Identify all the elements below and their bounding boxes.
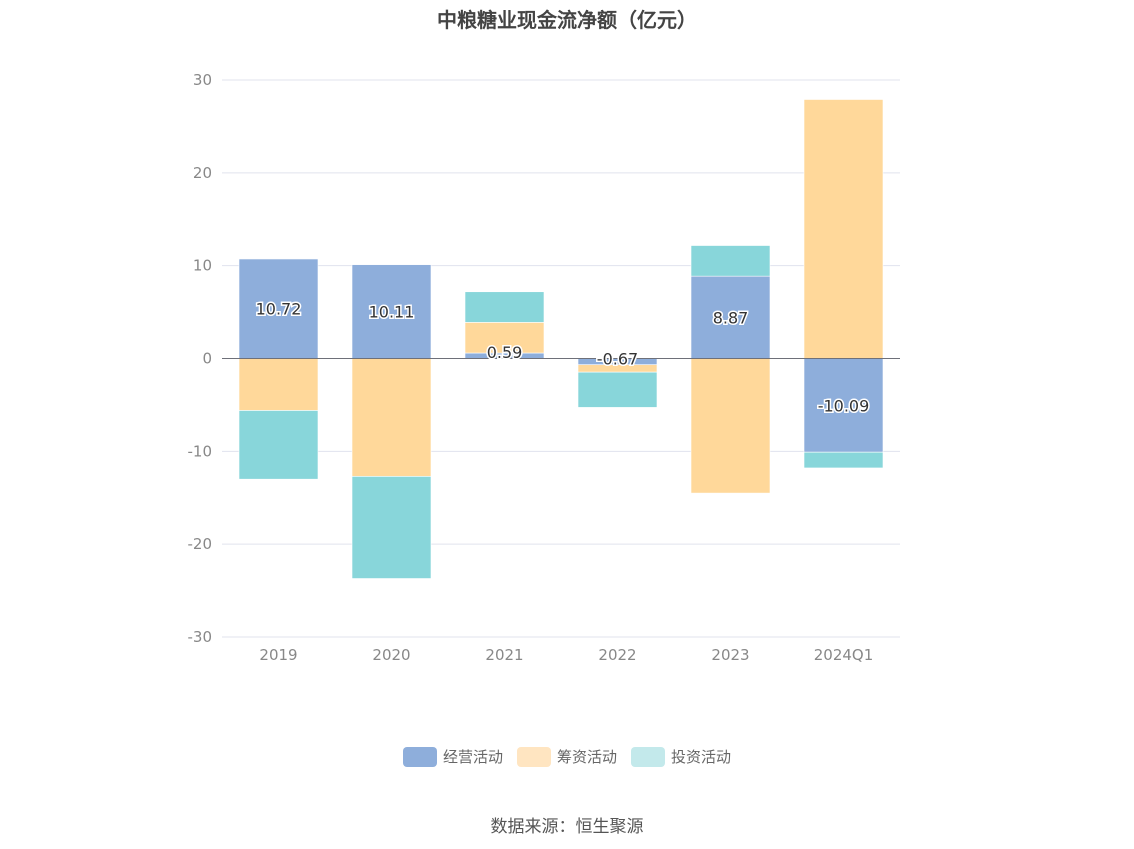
bar-investing-2021[interactable] bbox=[464, 291, 545, 323]
data-label: 8.87 bbox=[713, 308, 749, 327]
bar-financing-2024Q1[interactable] bbox=[803, 99, 884, 359]
legend-swatch-investing bbox=[631, 746, 665, 767]
x-axis-ticks: 2019 2020 2021 2022 2023 2024Q1 bbox=[259, 646, 873, 664]
x-tick-label: 2021 bbox=[485, 646, 523, 664]
data-label: -0.67 bbox=[597, 350, 638, 369]
legend-label-financing: 筹资活动 bbox=[556, 748, 617, 766]
bar-investing-2022[interactable] bbox=[577, 371, 658, 408]
bar-investing-2020[interactable] bbox=[351, 476, 432, 579]
y-axis-ticks: 30 20 10 0 -10 -20 -30 bbox=[188, 71, 213, 646]
legend-item-operating[interactable]: 经营活动 bbox=[402, 746, 503, 767]
y-tick-label: 0 bbox=[202, 350, 212, 368]
x-tick-label: 2019 bbox=[259, 646, 297, 664]
legend-item-financing[interactable]: 筹资活动 bbox=[516, 746, 617, 767]
data-label: 10.72 bbox=[256, 300, 302, 319]
data-labels: 10.72 10.11 0.59 -0.67 8.87 -10.09 bbox=[254, 298, 871, 417]
y-tick-label: 20 bbox=[193, 164, 212, 182]
data-label: 10.11 bbox=[369, 303, 415, 322]
bar-financing-2021[interactable] bbox=[464, 322, 545, 354]
y-tick-label: 30 bbox=[193, 71, 212, 89]
bar-financing-2020[interactable] bbox=[351, 358, 432, 477]
x-tick-label: 2020 bbox=[372, 646, 410, 664]
data-label: 0.59 bbox=[487, 343, 523, 362]
data-label: -10.09 bbox=[818, 396, 870, 415]
x-tick-label: 2022 bbox=[598, 646, 636, 664]
legend-swatch-operating bbox=[402, 746, 437, 767]
legend-swatch-financing bbox=[516, 746, 551, 767]
bar-investing-2024Q1[interactable] bbox=[803, 451, 884, 469]
bar-investing-2023[interactable] bbox=[690, 245, 771, 277]
legend-item-investing[interactable]: 投资活动 bbox=[631, 746, 731, 767]
bar-financing-2023[interactable] bbox=[690, 358, 771, 494]
source-note: 数据来源：恒生聚源 bbox=[490, 817, 644, 837]
x-tick-label: 2023 bbox=[711, 646, 749, 664]
bar-operating-2019[interactable] bbox=[238, 258, 319, 359]
chart-title: 中粮糖业现金流净额（亿元） bbox=[437, 8, 697, 32]
bar-operating-2024Q1[interactable] bbox=[803, 358, 884, 453]
bars bbox=[238, 99, 884, 579]
legend-label-operating: 经营活动 bbox=[442, 748, 503, 766]
legend-label-investing: 投资活动 bbox=[671, 748, 732, 766]
bar-operating-2023[interactable] bbox=[690, 275, 771, 359]
grid-lines bbox=[222, 79, 900, 638]
y-tick-label: -10 bbox=[188, 442, 213, 460]
y-tick-label: -20 bbox=[188, 535, 213, 553]
x-tick-label: 2024Q1 bbox=[814, 646, 874, 664]
y-tick-label: -30 bbox=[188, 628, 213, 646]
bar-investing-2019[interactable] bbox=[238, 410, 319, 480]
y-tick-label: 10 bbox=[193, 257, 212, 275]
legend: 经营活动 筹资活动 投资活动 bbox=[0, 746, 1134, 767]
bar-financing-2019[interactable] bbox=[238, 358, 319, 411]
